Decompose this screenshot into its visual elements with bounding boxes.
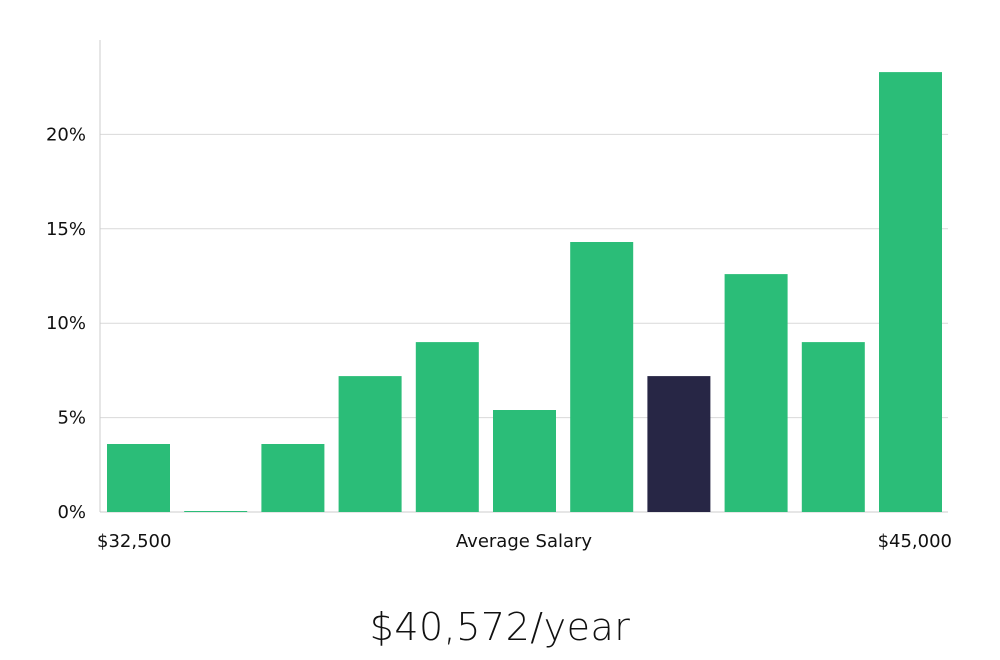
bar xyxy=(570,242,634,512)
average-salary-headline: $40,572/year xyxy=(369,605,631,649)
salary-histogram: 0% 5% 10% 15% 20% $32,500 Average Salary $45… xyxy=(46,40,952,552)
y-tick-label: 5% xyxy=(57,408,86,429)
y-tick-label: 10% xyxy=(46,313,86,334)
bar xyxy=(493,410,556,512)
x-end-label: $45,000 xyxy=(878,531,952,552)
y-tick-labels: 0% 5% 10% 15% 20% xyxy=(46,124,86,523)
y-tick-label: 20% xyxy=(46,124,86,145)
bar xyxy=(107,444,170,512)
bar xyxy=(801,342,865,512)
bar xyxy=(724,274,788,512)
bar xyxy=(184,511,248,512)
chart-canvas: 0% 5% 10% 15% 20% $32,500 Average Salary $45… xyxy=(46,40,952,552)
y-tick-label: 0% xyxy=(57,502,86,523)
y-tick-label: 15% xyxy=(46,219,86,240)
x-start-label: $32,500 xyxy=(97,531,171,552)
x-axis-label: Average Salary xyxy=(456,531,593,552)
bar-highlighted xyxy=(647,376,711,512)
bar xyxy=(879,72,942,512)
bars xyxy=(107,72,942,512)
bar xyxy=(415,342,479,512)
bar xyxy=(261,444,325,512)
bar xyxy=(338,376,402,512)
